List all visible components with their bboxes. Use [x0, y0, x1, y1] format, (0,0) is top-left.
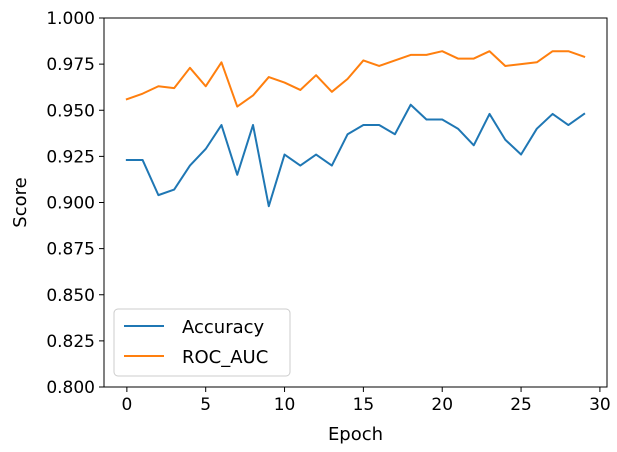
y-tick-label: 0.825 [46, 332, 95, 352]
legend-label-accuracy: Accuracy [182, 317, 265, 338]
y-tick-label: 0.950 [46, 101, 95, 121]
y-tick-label: 0.900 [46, 194, 95, 214]
y-tick-label: 0.850 [46, 286, 95, 306]
y-tick-label: 0.925 [46, 147, 95, 167]
series-line-accuracy [125, 103, 586, 208]
series-line-roc-auc [125, 50, 586, 108]
y-tick-label: 1.000 [46, 9, 95, 29]
x-tick-label: 10 [274, 395, 296, 415]
axis-ticks: 0 5 10 15 20 25 30 0.800 0.825 0.850 0.875 0.900 0.9… [46, 9, 610, 415]
y-tick-label: 0.975 [46, 55, 95, 75]
plot-frame [103, 17, 608, 388]
legend: Accuracy ROC_AUC [113, 308, 291, 377]
x-tick-label: 20 [431, 395, 453, 415]
x-tick-label: 15 [353, 395, 375, 415]
y-tick-label: 0.875 [46, 240, 95, 260]
x-tick-label: 30 [589, 395, 611, 415]
x-axis-label: Epoch [328, 424, 383, 445]
series-lines [125, 50, 586, 208]
x-tick-label: 25 [510, 395, 532, 415]
y-tick-label: 0.800 [46, 378, 95, 398]
x-tick-label: 5 [200, 395, 211, 415]
y-axis-label: Score [10, 177, 31, 227]
x-tick-label: 0 [121, 395, 132, 415]
legend-label-roc-auc: ROC_AUC [182, 347, 268, 368]
